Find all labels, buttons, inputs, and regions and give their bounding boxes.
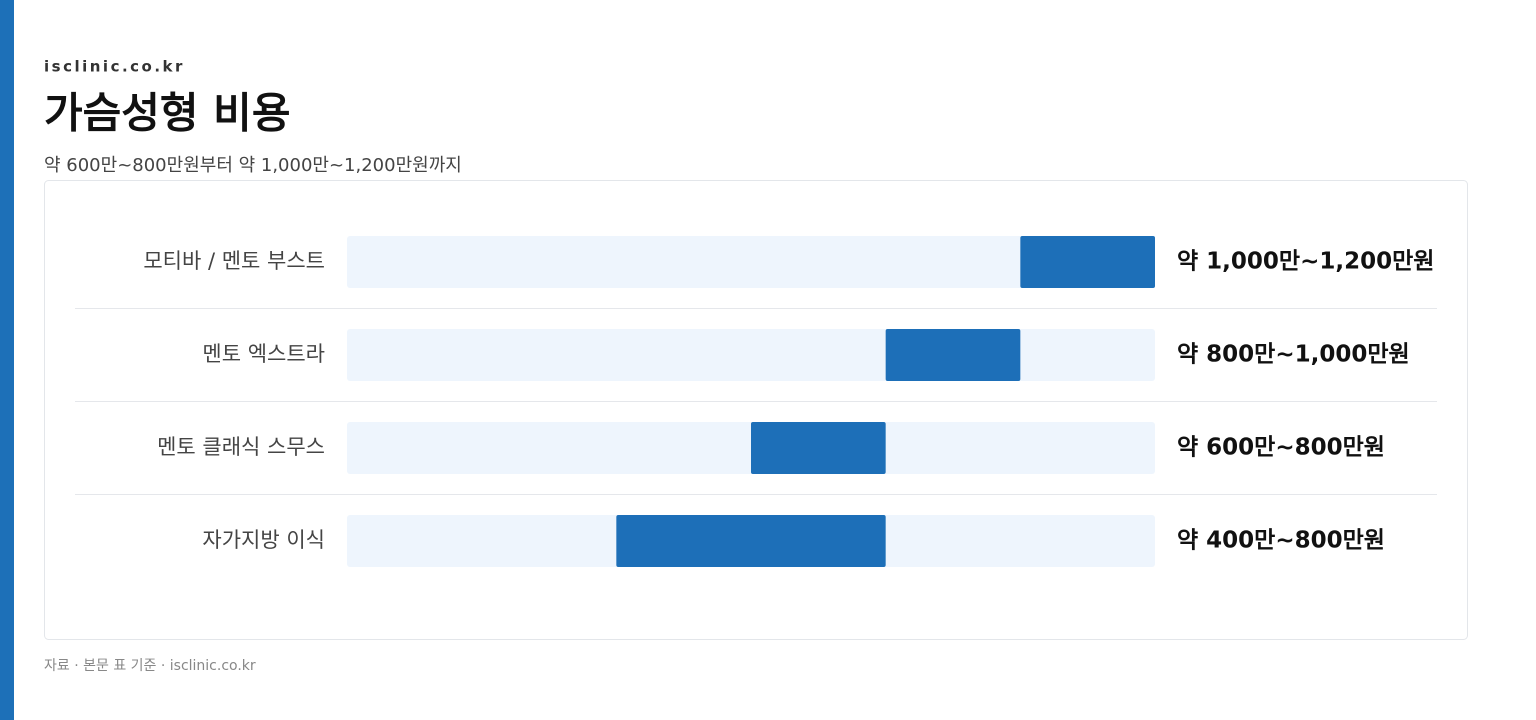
category-label: 모티바 / 멘토 부스트 [143, 249, 325, 273]
chart-subtitle: 약 600만~800만원부터 약 1,000만~1,200만원까지 [44, 155, 462, 176]
value-label: 약 800만~1,000만원 [1177, 342, 1410, 368]
track [347, 329, 1155, 381]
range-bar [885, 329, 1021, 381]
value-label: 약 1,000만~1,200만원 [1177, 249, 1434, 275]
range-bar [616, 515, 886, 567]
category-label: 멘토 클래식 스무스 [157, 435, 325, 459]
value-label: 약 600만~800만원 [1177, 435, 1385, 461]
category-label: 자가지방 이식 [202, 528, 325, 552]
site-label: isclinic.co.kr [44, 58, 185, 76]
category-label: 멘토 엑스트라 [202, 342, 325, 366]
range-bar [751, 422, 886, 474]
track [347, 236, 1155, 288]
value-label: 약 400만~800만원 [1177, 528, 1385, 554]
range-bar [1020, 236, 1155, 288]
accent-bar [0, 0, 14, 720]
source-note: 자료 · 본문 표 기준 · isclinic.co.kr [44, 658, 256, 674]
chart-title: 가슴성형 비용 [44, 89, 290, 138]
